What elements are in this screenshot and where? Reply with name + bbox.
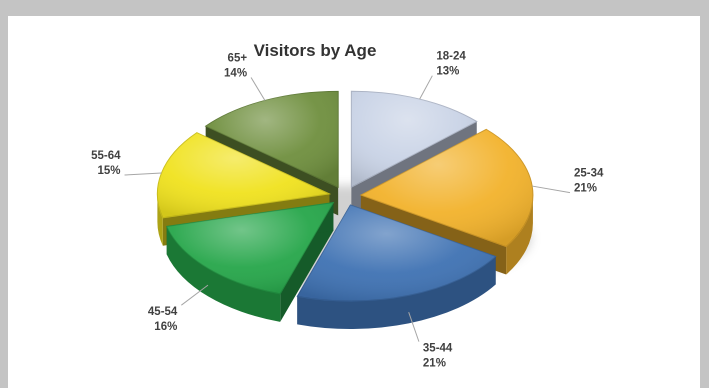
leader-line-55-64	[124, 172, 162, 176]
slice-value-label: 16%	[154, 321, 177, 333]
pie-slice-top-18-24	[350, 90, 478, 189]
leader-line-18-24	[419, 75, 433, 100]
slice-category-label: 18-24	[436, 51, 466, 63]
chart-title: Visitors by Age	[254, 41, 377, 60]
slice-category-label: 55-64	[91, 150, 121, 162]
slice-value-label: 21%	[423, 358, 446, 370]
slice-category-label: 35-44	[423, 343, 453, 355]
leader-line-35-44	[408, 311, 420, 342]
slice-category-label: 25-34	[574, 168, 604, 180]
slice-value-label: 13%	[436, 66, 459, 78]
slice-category-label: 45-54	[148, 306, 178, 318]
slice-value-label: 14%	[224, 68, 247, 80]
pie-slice-top-25-34	[359, 128, 534, 248]
leader-line-45-54	[181, 284, 209, 306]
slice-category-label: 65+	[228, 53, 248, 65]
pie-slice-top-45-54	[166, 201, 335, 295]
pie-slice-top-35-44	[296, 204, 497, 302]
slice-value-label: 15%	[98, 165, 121, 177]
leader-line-65+	[250, 77, 266, 101]
leader-line-25-34	[532, 185, 571, 194]
slice-value-label: 21%	[574, 183, 597, 195]
pie-slice-top-55-64	[156, 132, 332, 219]
